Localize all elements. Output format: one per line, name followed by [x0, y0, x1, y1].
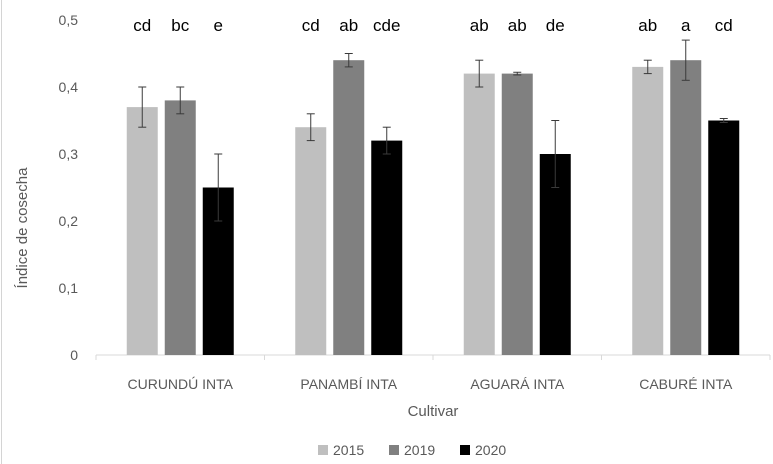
bar-2019-panambi-inta [333, 60, 365, 355]
significance-letter-2019-panambi-inta: ab [339, 16, 358, 35]
x-axis-title: Cultivar [408, 403, 459, 420]
x-tick-label-aguara-inta: AGUARÁ INTA [470, 376, 565, 392]
bar-2015-curundu-inta [126, 107, 158, 355]
significance-letter-2020-curundu-inta: e [214, 16, 223, 35]
y-tick-label: 0,3 [59, 146, 79, 162]
significance-letter-2019-aguara-inta: ab [508, 16, 527, 35]
legend-label-2015: 2015 [333, 442, 364, 458]
significance-letter-2019-cabure-inta: a [681, 16, 691, 35]
significance-letter-2020-panambi-inta: cde [373, 16, 400, 35]
x-tick-label-curundu-inta: CURUNDÚ INTA [127, 376, 233, 392]
significance-letter-2015-aguara-inta: ab [470, 16, 489, 35]
y-tick-label: 0,5 [59, 12, 79, 28]
x-tick-label-cabure-inta: CABURÉ INTA [639, 376, 733, 392]
bar-2015-cabure-inta [632, 66, 664, 356]
significance-letter-2020-aguara-inta: de [546, 16, 565, 35]
left-border-line [1, 0, 2, 464]
legend-swatch-2015 [318, 445, 328, 455]
legend-swatch-2019 [389, 445, 399, 455]
bar-2015-aguara-inta [463, 73, 495, 355]
bar-2020-cabure-inta [708, 120, 740, 355]
significance-letter-2019-curundu-inta: bc [171, 16, 189, 35]
significance-letter-2020-cabure-inta: cd [715, 16, 733, 35]
y-axis-title: Índice de cosecha [14, 167, 31, 289]
bar-2019-curundu-inta [164, 100, 196, 356]
significance-letter-2015-cabure-inta: ab [638, 16, 657, 35]
legend-label-2019: 2019 [404, 442, 435, 458]
y-tick-label: 0,2 [59, 213, 79, 229]
legend-label-2020: 2020 [475, 442, 506, 458]
legend-swatch-2020 [460, 445, 470, 455]
y-tick-label: 0 [70, 347, 78, 363]
bar-2015-panambi-inta [295, 127, 327, 355]
y-tick-label: 0,4 [59, 79, 79, 95]
significance-letter-2015-curundu-inta: cd [133, 16, 151, 35]
y-tick-label: 0,1 [59, 280, 79, 296]
significance-letter-2015-panambi-inta: cd [302, 16, 320, 35]
bar-2020-panambi-inta [371, 140, 403, 355]
x-tick-label-panambi-inta: PANAMBÍ INTA [300, 376, 397, 392]
bar-2019-cabure-inta [670, 60, 702, 355]
bar-2019-aguara-inta [501, 73, 533, 355]
